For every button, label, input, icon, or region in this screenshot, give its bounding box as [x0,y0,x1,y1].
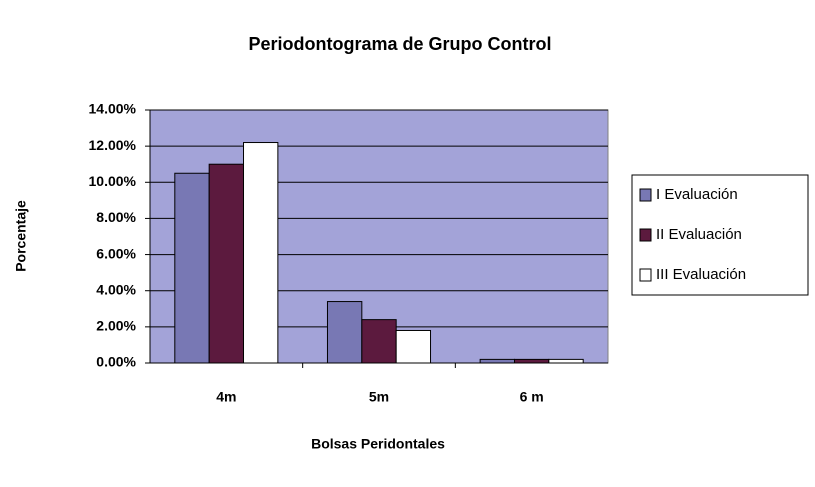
y-axis-label: Porcentaje [13,200,29,272]
bar [479,358,515,364]
x-tick-label: 4m [216,389,236,405]
y-tick-label: 8.00% [96,209,136,225]
y-tick-label: 12.00% [89,137,137,153]
bar [243,142,279,364]
x-axis-label: Bolsas Peridontales [311,436,445,452]
bar [326,301,363,364]
bar [208,163,245,364]
bar [513,358,550,364]
bar [395,329,432,364]
bar [174,172,210,364]
y-tick-label: 0.00% [96,354,136,370]
bar [548,358,584,364]
x-tick-label: 5m [369,389,389,405]
y-tick-label: 6.00% [96,245,136,261]
legend-label: II Evaluación [656,226,742,243]
y-tick-label: 14.00% [89,101,137,117]
legend-swatch [639,188,652,202]
legend-label: I Evaluación [656,186,738,203]
y-tick-label: 4.00% [96,281,136,297]
legend-label: III Evaluación [656,266,746,283]
legend-box [631,174,809,296]
legend-swatch [639,228,652,242]
y-tick-label: 10.00% [89,173,137,189]
y-tick-label: 2.00% [96,318,136,334]
bar [361,319,397,364]
chart-title: Periodontograma de Grupo Control [248,34,551,54]
x-tick-label: 6 m [520,389,544,405]
legend-swatch [639,268,652,282]
